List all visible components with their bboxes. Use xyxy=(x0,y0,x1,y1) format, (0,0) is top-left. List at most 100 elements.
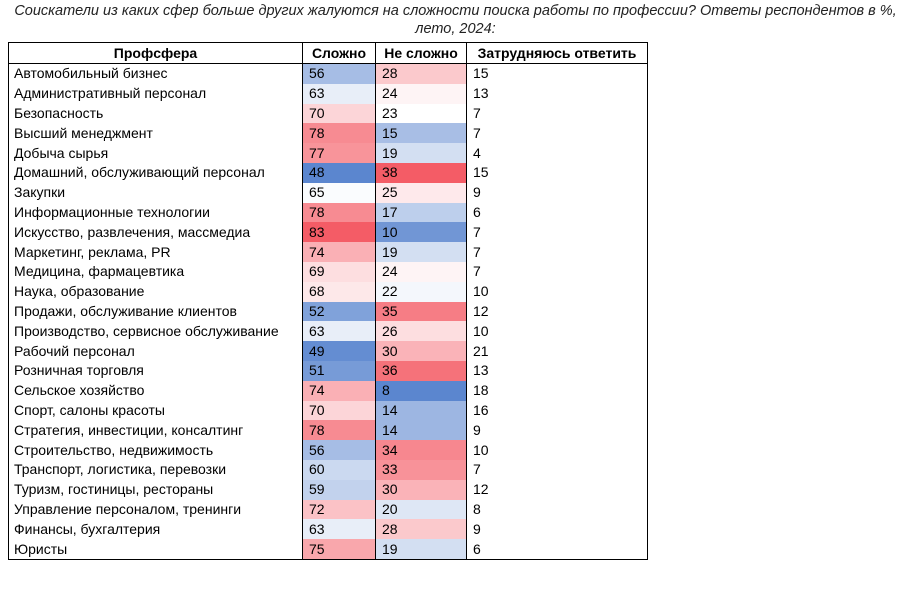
value-cell: 13 xyxy=(466,360,648,381)
value-cell: 17 xyxy=(375,202,467,223)
table-row: Автомобильный бизнес 56 28 15 xyxy=(8,63,648,84)
table-row: Медицина, фармацевтика 69 24 7 xyxy=(8,261,648,282)
row-label: Рабочий персонал xyxy=(8,341,303,361)
row-label: Административный персонал xyxy=(8,83,303,104)
row-label: Домашний, обслуживающий персонал xyxy=(8,162,303,183)
table-row: Финансы, бухгалтерия 63 28 9 xyxy=(8,519,648,540)
table-row: Добыча сырья 77 19 4 xyxy=(8,143,648,163)
value-cell: 72 xyxy=(302,499,376,520)
value-cell: 10 xyxy=(466,440,648,460)
table-row: Рабочий персонал 49 30 21 xyxy=(8,341,648,361)
value-cell: 15 xyxy=(466,63,648,84)
chart-title: Соискатели из каких сфер больше других ж… xyxy=(14,3,897,37)
header-cell: Сложно xyxy=(302,42,376,64)
value-cell: 23 xyxy=(375,103,467,124)
value-cell: 6 xyxy=(466,539,648,560)
table-row: Административный персонал 63 24 13 xyxy=(8,83,648,104)
value-cell: 35 xyxy=(375,301,467,322)
value-cell: 6 xyxy=(466,202,648,223)
value-cell: 7 xyxy=(466,103,648,124)
table-row: Маркетинг, реклама, PR 74 19 7 xyxy=(8,242,648,262)
value-cell: 63 xyxy=(302,519,376,540)
value-cell: 14 xyxy=(375,400,467,421)
value-cell: 9 xyxy=(466,182,648,203)
value-cell: 7 xyxy=(466,222,648,243)
value-cell: 24 xyxy=(375,83,467,104)
value-cell: 56 xyxy=(302,63,376,84)
value-cell: 7 xyxy=(466,242,648,262)
value-cell: 28 xyxy=(375,519,467,540)
value-cell: 83 xyxy=(302,222,376,243)
value-cell: 36 xyxy=(375,360,467,381)
value-cell: 70 xyxy=(302,400,376,421)
value-cell: 7 xyxy=(466,261,648,282)
value-cell: 10 xyxy=(466,321,648,342)
header-cell: Затрудняюсь ответить xyxy=(466,42,648,64)
value-cell: 49 xyxy=(302,341,376,361)
header-cell: Не сложно xyxy=(375,42,467,64)
value-cell: 33 xyxy=(375,459,467,480)
row-label: Информационные технологии xyxy=(8,202,303,223)
value-cell: 60 xyxy=(302,459,376,480)
value-cell: 68 xyxy=(302,281,376,302)
value-cell: 9 xyxy=(466,519,648,540)
table-row: Юристы 75 19 6 xyxy=(8,539,648,560)
value-cell: 19 xyxy=(375,242,467,262)
value-cell: 28 xyxy=(375,63,467,84)
header-cell: Профсфера xyxy=(8,42,303,64)
value-cell: 25 xyxy=(375,182,467,203)
value-cell: 15 xyxy=(466,162,648,183)
value-cell: 38 xyxy=(375,162,467,183)
value-cell: 78 xyxy=(302,202,376,223)
value-cell: 74 xyxy=(302,242,376,262)
value-cell: 10 xyxy=(466,281,648,302)
value-cell: 18 xyxy=(466,380,648,401)
value-cell: 12 xyxy=(466,301,648,322)
row-label: Автомобильный бизнес xyxy=(8,63,303,84)
row-label: Высший менеджмент xyxy=(8,123,303,144)
value-cell: 15 xyxy=(375,123,467,144)
table-body: Автомобильный бизнес 56 28 15 Административн… xyxy=(8,63,648,560)
value-cell: 69 xyxy=(302,261,376,282)
value-cell: 63 xyxy=(302,83,376,104)
value-cell: 78 xyxy=(302,123,376,144)
row-label: Безопасность xyxy=(8,103,303,124)
value-cell: 19 xyxy=(375,539,467,560)
row-label: Маркетинг, реклама, PR xyxy=(8,242,303,262)
data-table: Профсфера Сложно Не сложно Затрудняюсь о… xyxy=(8,42,648,560)
value-cell: 56 xyxy=(302,440,376,460)
row-label: Искусство, развлечения, массмедиа xyxy=(8,222,303,243)
table-row: Безопасность 70 23 7 xyxy=(8,103,648,124)
row-label: Спорт, салоны красоты xyxy=(8,400,303,421)
value-cell: 77 xyxy=(302,143,376,163)
table-row: Домашний, обслуживающий персонал 48 38 15 xyxy=(8,162,648,183)
table-row: Управление персоналом, тренинги 72 20 8 xyxy=(8,499,648,520)
value-cell: 14 xyxy=(375,420,467,441)
table-row: Спорт, салоны красоты 70 14 16 xyxy=(8,400,648,421)
row-label: Финансы, бухгалтерия xyxy=(8,519,303,540)
value-cell: 19 xyxy=(375,143,467,163)
value-cell: 22 xyxy=(375,281,467,302)
row-label: Закупки xyxy=(8,182,303,203)
value-cell: 34 xyxy=(375,440,467,460)
value-cell: 21 xyxy=(466,341,648,361)
value-cell: 65 xyxy=(302,182,376,203)
table-row: Искусство, развлечения, массмедиа 83 10 7 xyxy=(8,222,648,243)
table-row: Закупки 65 25 9 xyxy=(8,182,648,203)
value-cell: 7 xyxy=(466,123,648,144)
row-label: Транспорт, логистика, перевозки xyxy=(8,459,303,480)
value-cell: 52 xyxy=(302,301,376,322)
table-row: Производство, сервисное обслуживание 63 26… xyxy=(8,321,648,342)
row-label: Наука, образование xyxy=(8,281,303,302)
table-row: Информационные технологии 78 17 6 xyxy=(8,202,648,223)
row-label: Добыча сырья xyxy=(8,143,303,163)
value-cell: 51 xyxy=(302,360,376,381)
value-cell: 59 xyxy=(302,479,376,500)
value-cell: 70 xyxy=(302,103,376,124)
table-row: Строительство, недвижимость 56 34 10 xyxy=(8,440,648,460)
table-row: Сельское хозяйство 74 8 18 xyxy=(8,380,648,401)
value-cell: 78 xyxy=(302,420,376,441)
value-cell: 10 xyxy=(375,222,467,243)
row-label: Юристы xyxy=(8,539,303,560)
row-label: Производство, сервисное обслуживание xyxy=(8,321,303,342)
